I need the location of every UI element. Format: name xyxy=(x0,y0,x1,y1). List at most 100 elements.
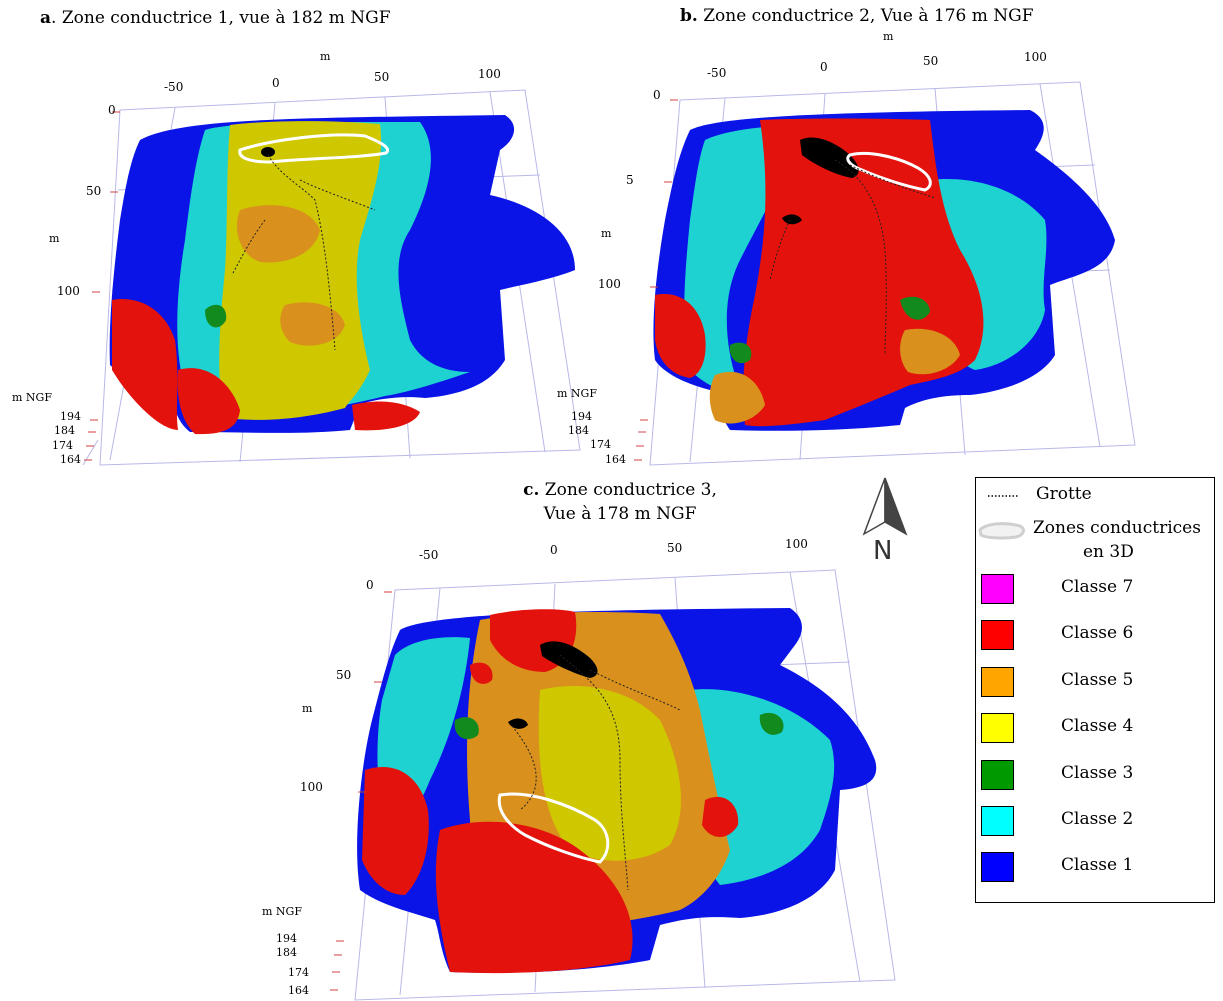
panel-a-y-tick: 0 xyxy=(108,103,116,117)
panel-c-cave-path xyxy=(511,654,681,891)
panel-b-y-tick: 100 xyxy=(598,277,621,291)
legend-swatch-classe-4 xyxy=(981,713,1014,743)
panel-a-class6-region xyxy=(112,299,178,430)
panel-c-z-tick: 184 xyxy=(276,946,297,959)
panel-c-letter: c. xyxy=(523,480,540,500)
legend-label-classe-6: Classe 6 xyxy=(1061,623,1134,643)
panel-c-z-tick: 164 xyxy=(288,984,309,997)
panel-c-y-tick: 0 xyxy=(366,578,374,592)
panel-a-axis-ticks xyxy=(84,111,120,461)
panel-a-class5-patch xyxy=(280,302,345,346)
panel-b-y-tick: 0 xyxy=(653,88,661,102)
panel-b-class5-patch xyxy=(900,328,960,375)
panel-c-title: c. Zone conductrice 3, Vue à 178 m NGF xyxy=(500,478,740,526)
panel-a-cave-path xyxy=(231,154,376,351)
panel-c-class6-region xyxy=(362,766,429,895)
panel-c-surface xyxy=(357,608,877,974)
panel-c-title-line2: Vue à 178 m NGF xyxy=(543,504,697,524)
panel-b-x-tick: 50 xyxy=(923,54,939,68)
grotte-line-icon xyxy=(988,495,1018,497)
panel-c-class3-patch xyxy=(759,712,784,735)
panel-b-x-unit: m xyxy=(883,30,894,43)
panel-c-x-tick: -50 xyxy=(419,548,439,562)
panel-c-cave-mark xyxy=(540,641,598,678)
panel-a-class4-region xyxy=(219,121,382,420)
north-label: N xyxy=(873,536,893,566)
panel-c-z-unit: m NGF xyxy=(262,905,302,918)
panel-b-x-tick: 0 xyxy=(820,60,828,74)
panel-c-class6-patch xyxy=(702,796,739,838)
panel-c-y-unit: m xyxy=(302,702,313,715)
panel-b-z-tick: 174 xyxy=(590,438,611,451)
legend-swatch-classe-1 xyxy=(981,852,1014,882)
panel-a-y-tick: 50 xyxy=(86,184,102,198)
panel-a-z-tick: 194 xyxy=(60,410,81,423)
legend-label-classe-5: Classe 5 xyxy=(1061,670,1134,690)
panel-a-class5-patch xyxy=(236,205,320,263)
panel-b-z-tick: 184 xyxy=(568,424,589,437)
panel-c-y-tick: 50 xyxy=(336,668,352,682)
panel-a-x-unit: m xyxy=(320,50,331,63)
panel-b-y-tick: 5 xyxy=(626,173,634,187)
legend-label-classe-4: Classe 4 xyxy=(1061,716,1134,736)
legend-label-classe-2: Classe 2 xyxy=(1061,809,1134,829)
panel-b-title-text: Zone conductrice 2, Vue à 176 m NGF xyxy=(697,6,1034,26)
panel-a-x-tick: 50 xyxy=(374,70,390,84)
legend-swatch-classe-3 xyxy=(981,760,1014,790)
panel-a-x-tick: -50 xyxy=(164,80,184,94)
panel-c-class6-region xyxy=(435,821,633,974)
panel-a-z-unit: m NGF xyxy=(12,391,52,404)
panel-b-z-tick: 164 xyxy=(605,453,626,466)
legend-swatch-classe-2 xyxy=(981,806,1014,836)
panel-c-title-line1: Zone conductrice 3, xyxy=(539,480,717,500)
panel-b-title: b. Zone conductrice 2, Vue à 176 m NGF xyxy=(680,6,1034,26)
legend-swatch-classe-6 xyxy=(981,620,1014,650)
legend-label-classe-3: Classe 3 xyxy=(1061,763,1134,783)
legend-label-classe-1: Classe 1 xyxy=(1061,855,1134,875)
panel-a-x-tick: 0 xyxy=(272,76,280,90)
legend-zones-label-line1: Zones conductrices xyxy=(1033,518,1201,538)
conductive-zone-icon xyxy=(978,522,1025,540)
panel-c-cave-mark xyxy=(508,718,528,729)
panel-a-conductive-zone-outline xyxy=(238,133,389,164)
panel-b-z-tick: 194 xyxy=(571,410,592,423)
panel-a-x-tick: 100 xyxy=(478,67,501,81)
panel-a-y-unit: m xyxy=(49,232,60,245)
panel-c-class3-patch xyxy=(454,717,479,740)
panel-c-x-tick: 0 xyxy=(550,543,558,557)
panel-a-y-tick: 100 xyxy=(57,284,80,298)
panel-b-conductive-zone-outline xyxy=(846,151,932,192)
panel-b-cave-path xyxy=(769,159,936,356)
panel-a-class6-region xyxy=(177,368,240,435)
panel-b-cave-mark xyxy=(800,137,859,178)
panel-c-y-tick: 100 xyxy=(300,780,323,794)
legend-grotte-label: Grotte xyxy=(1036,484,1092,504)
panel-a-cave-mark xyxy=(261,147,275,157)
panel-c-z-tick: 194 xyxy=(276,932,297,945)
legend: Grotte Zones conductrices en 3D Classe 7… xyxy=(975,477,1215,903)
panel-c-x-tick: 50 xyxy=(667,541,683,555)
panel-b-cave-mark xyxy=(782,214,802,225)
panel-c-conductive-zone-outline xyxy=(497,792,610,864)
legend-swatch-classe-7 xyxy=(981,574,1014,604)
legend-zones-label-line2: en 3D xyxy=(1083,542,1134,562)
panel-c-axis-ticks xyxy=(330,591,392,991)
legend-label-classe-7: Classe 7 xyxy=(1061,577,1134,597)
panel-a-z-tick: 164 xyxy=(60,453,81,466)
panel-a-class6-region xyxy=(352,401,420,431)
panel-b-x-tick: 100 xyxy=(1024,50,1047,64)
panel-b-y-unit: m xyxy=(601,227,612,240)
panel-a-z-tick: 174 xyxy=(52,439,73,452)
panel-a-letter: a xyxy=(40,8,52,28)
panel-a-surface xyxy=(109,115,576,435)
panel-b-z-unit: m NGF xyxy=(557,387,597,400)
north-arrow-icon xyxy=(862,477,908,536)
panel-c-z-tick: 174 xyxy=(288,966,309,979)
panel-b-x-tick: -50 xyxy=(707,66,727,80)
panel-c-class4-region xyxy=(538,685,681,861)
panel-b-letter: b. xyxy=(680,6,698,26)
panel-a-title: a. Zone conductrice 1, vue à 182 m NGF xyxy=(40,8,391,28)
